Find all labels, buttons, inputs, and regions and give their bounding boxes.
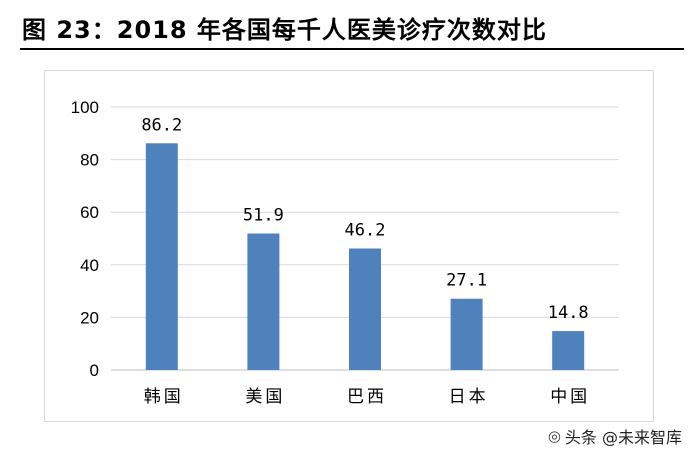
x-category-label: 巴西 — [347, 387, 387, 407]
data-label: 51.9 — [243, 206, 284, 226]
x-category-label: 日本 — [449, 387, 489, 407]
weibo-like-icon: ◎ — [547, 427, 561, 445]
y-tick-label: 80 — [80, 151, 99, 170]
watermark: ◎ 头条 @未来智库 — [548, 424, 682, 448]
chart-frame: 0 20 40 60 80 100 86.2 韩国 51.9 美国 46.2 巴西 27.1 日本 14.8… — [44, 70, 654, 422]
x-category-label: 韩国 — [144, 387, 184, 407]
bar-chart: 0 20 40 60 80 100 86.2 韩国 51.9 美国 46.2 巴西 27.1 日本 14.8… — [71, 98, 619, 407]
bar — [247, 233, 280, 370]
bar — [349, 248, 381, 370]
title-divider — [20, 48, 684, 50]
data-label: 46.2 — [345, 220, 386, 240]
figure-title: 图 23：2018 年各国每千人医美诊疗次数对比 — [22, 16, 547, 44]
watermark-text: 头条 @未来智库 — [564, 428, 682, 447]
x-category-label: 中国 — [550, 387, 590, 407]
y-tick-label: 20 — [80, 308, 99, 327]
bar — [145, 143, 178, 370]
bar — [552, 331, 585, 370]
y-tick-label: 100 — [71, 98, 99, 117]
data-label: 14.8 — [548, 303, 589, 323]
y-tick-label: 0 — [90, 361, 99, 380]
bar — [450, 298, 483, 370]
y-tick-label: 40 — [80, 256, 99, 275]
data-label: 86.2 — [141, 115, 182, 135]
data-label: 27.1 — [446, 271, 487, 291]
x-category-label: 美国 — [245, 387, 285, 407]
y-tick-label: 60 — [80, 203, 99, 222]
